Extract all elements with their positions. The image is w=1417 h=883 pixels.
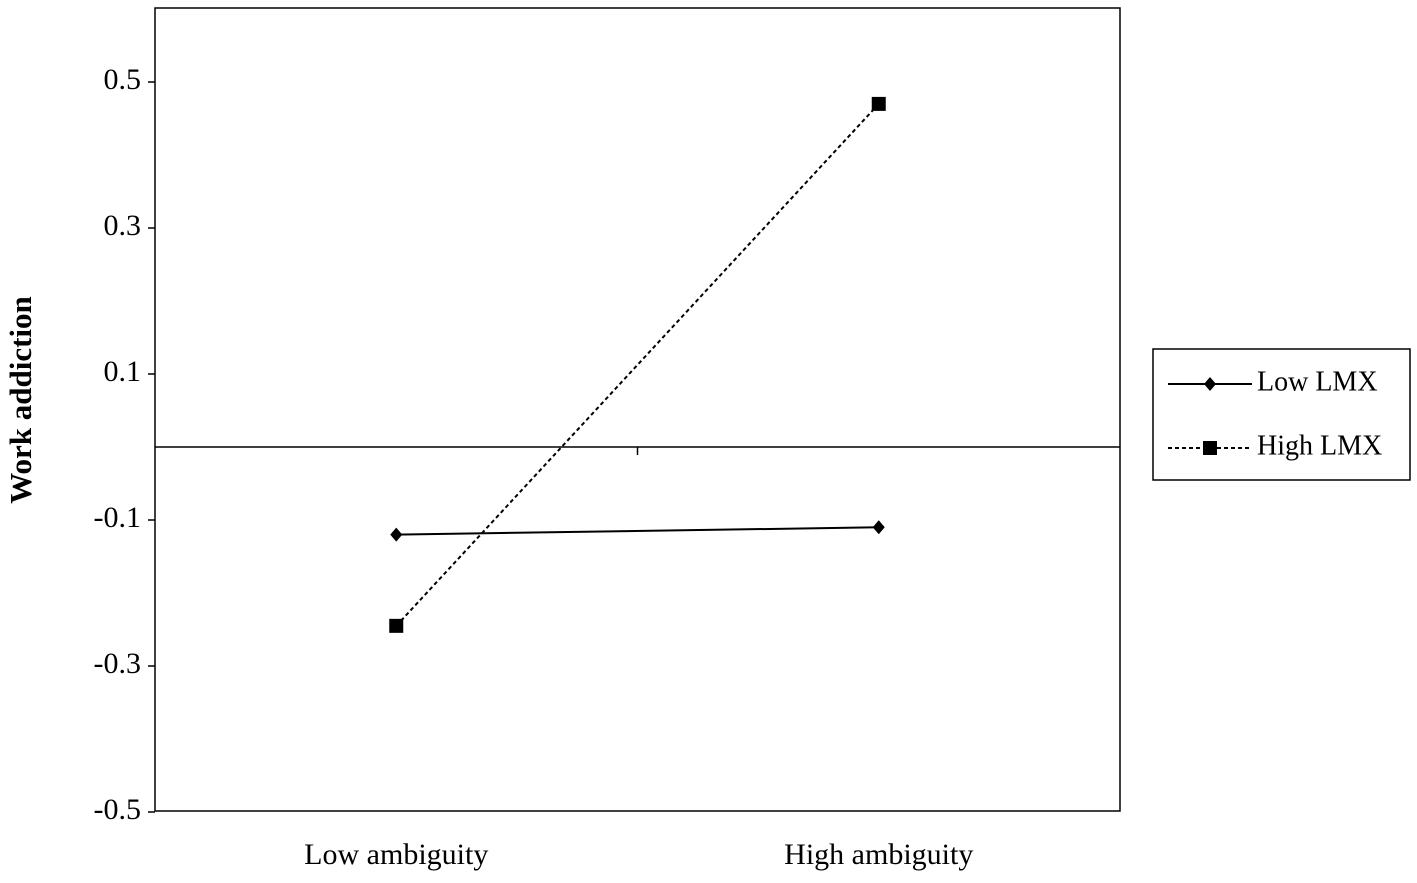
legend-box	[1152, 348, 1411, 481]
x-tick-label: Low ambiguity	[304, 838, 488, 871]
y-tick-label: -0.3	[94, 647, 142, 680]
marker	[390, 527, 403, 542]
x-tick-label: High ambiguity	[784, 838, 973, 871]
legend-label: Low LMX	[1257, 366, 1378, 397]
marker	[872, 520, 885, 535]
legend-label: High LMX	[1257, 430, 1382, 461]
y-tick-label: 0.5	[104, 63, 142, 96]
series-line	[395, 103, 880, 627]
y-tick-label: 0.1	[104, 355, 142, 388]
marker	[1204, 377, 1216, 391]
series-line	[396, 526, 879, 536]
y-tick-label: -0.1	[94, 501, 142, 534]
y-axis-label: Work addiction	[3, 296, 38, 504]
y-tick-label: -0.5	[94, 793, 142, 826]
marker	[871, 96, 886, 111]
y-tick-label: 0.3	[104, 209, 142, 242]
plot-frame	[154, 7, 1121, 812]
marker	[1203, 441, 1217, 455]
marker	[389, 618, 404, 633]
